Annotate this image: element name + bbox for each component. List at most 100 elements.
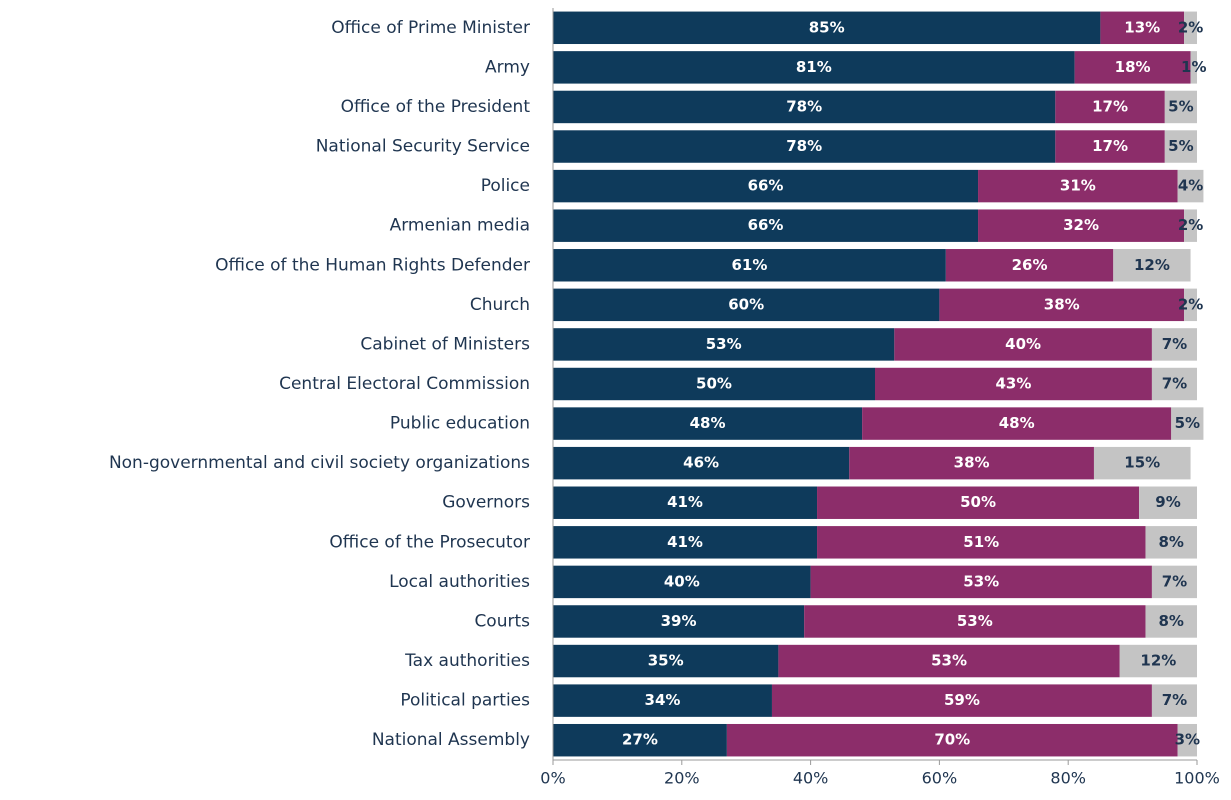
bar-segment <box>553 526 818 559</box>
bar-segment <box>553 328 895 361</box>
value-label: 59% <box>944 691 980 709</box>
value-label: 70% <box>934 731 970 749</box>
bar-segment <box>1145 526 1197 559</box>
category-label: Armenian media <box>390 216 530 236</box>
bar-segment <box>1184 288 1197 322</box>
bar-segment <box>1151 328 1197 361</box>
category-label: National Assembly <box>372 730 530 750</box>
bar-segment <box>1164 90 1197 124</box>
category-label: Office of Prime Minister <box>331 18 530 38</box>
value-label: 5% <box>1175 414 1200 432</box>
category-label: Church <box>470 295 530 315</box>
bar-segment <box>939 288 1185 322</box>
x-tick-label: 100% <box>1174 769 1220 788</box>
category-label: Office of the Human Rights Defender <box>215 255 530 275</box>
bar-segment <box>771 684 1152 717</box>
bar-segment <box>553 169 979 203</box>
bar-segment <box>553 90 1056 124</box>
value-label: 53% <box>957 612 993 630</box>
bar-segment <box>553 130 1056 163</box>
bar-segment <box>1139 486 1197 519</box>
bar-segment <box>1113 249 1191 282</box>
value-label: 61% <box>731 256 767 274</box>
value-label: 4% <box>1178 177 1203 195</box>
x-tick-label: 60% <box>922 769 958 788</box>
value-label: 41% <box>667 533 703 551</box>
bar-segment <box>1151 684 1197 717</box>
value-label: 50% <box>696 375 732 393</box>
bar-segment <box>1093 446 1191 480</box>
value-label: 78% <box>786 137 822 155</box>
category-label: National Security Service <box>316 137 530 157</box>
value-label: 41% <box>667 493 703 511</box>
category-label: Non-governmental and civil society organ… <box>109 453 530 473</box>
value-label: 12% <box>1134 256 1170 274</box>
value-label: 1% <box>1181 58 1206 76</box>
bar-segment <box>804 605 1146 638</box>
bar-segment <box>1074 51 1191 84</box>
value-label: 53% <box>931 652 967 670</box>
category-label: Tax authorities <box>404 651 530 671</box>
category-label: Central Electoral Commission <box>279 374 530 394</box>
bar-segment <box>1171 407 1204 440</box>
category-label: Cabinet of Ministers <box>360 334 530 354</box>
bar-segment <box>553 288 940 322</box>
value-label: 66% <box>748 216 784 234</box>
x-tick-label: 80% <box>1050 769 1086 788</box>
category-label: Police <box>481 176 530 196</box>
bar-segment <box>553 407 863 440</box>
value-label: 7% <box>1162 335 1187 353</box>
bar-segment <box>1151 367 1197 401</box>
value-label: 51% <box>963 533 999 551</box>
bar-segment <box>553 51 1075 84</box>
value-label: 38% <box>954 454 990 472</box>
bar-segment <box>553 684 772 717</box>
bar-segment <box>553 486 818 519</box>
category-label: Local authorities <box>389 572 530 592</box>
value-label: 26% <box>1012 256 1048 274</box>
bar-segment <box>553 644 779 678</box>
bar-segment <box>553 11 1101 45</box>
value-label: 9% <box>1155 493 1180 511</box>
value-label: 7% <box>1162 572 1187 590</box>
bar-segment <box>553 209 979 242</box>
value-label: 46% <box>683 454 719 472</box>
value-label: 7% <box>1162 691 1187 709</box>
value-label: 17% <box>1092 97 1128 115</box>
value-label: 2% <box>1178 18 1203 36</box>
bar-segment <box>810 565 1152 599</box>
value-label: 17% <box>1092 137 1128 155</box>
value-label: 3% <box>1175 731 1200 749</box>
value-label: 78% <box>786 97 822 115</box>
value-label: 53% <box>963 572 999 590</box>
bar-segment <box>1151 565 1197 599</box>
bar-segment <box>894 328 1152 361</box>
value-label: 13% <box>1124 18 1160 36</box>
value-label: 85% <box>809 18 845 36</box>
value-label: 7% <box>1162 375 1187 393</box>
bar-segment <box>1177 723 1197 757</box>
value-label: 39% <box>661 612 697 630</box>
bar-segment <box>978 209 1185 242</box>
value-label: 31% <box>1060 177 1096 195</box>
value-label: 12% <box>1140 652 1176 670</box>
category-label: Governors <box>442 493 530 513</box>
value-label: 2% <box>1178 295 1203 313</box>
bar-segment <box>978 169 1178 203</box>
bar-segment <box>553 565 811 599</box>
bar-segment <box>875 367 1152 401</box>
bar-segment <box>553 249 946 282</box>
category-label: Army <box>485 57 530 77</box>
value-label: 35% <box>648 652 684 670</box>
value-label: 40% <box>664 572 700 590</box>
value-label: 48% <box>999 414 1035 432</box>
value-label: 40% <box>1005 335 1041 353</box>
bar-segment <box>1190 51 1197 84</box>
bar-segment <box>553 723 727 757</box>
value-label: 8% <box>1159 612 1184 630</box>
bar-segment <box>1055 130 1165 163</box>
category-label: Political parties <box>400 691 530 711</box>
bar-segment <box>817 526 1146 559</box>
bar-segment <box>553 367 875 401</box>
